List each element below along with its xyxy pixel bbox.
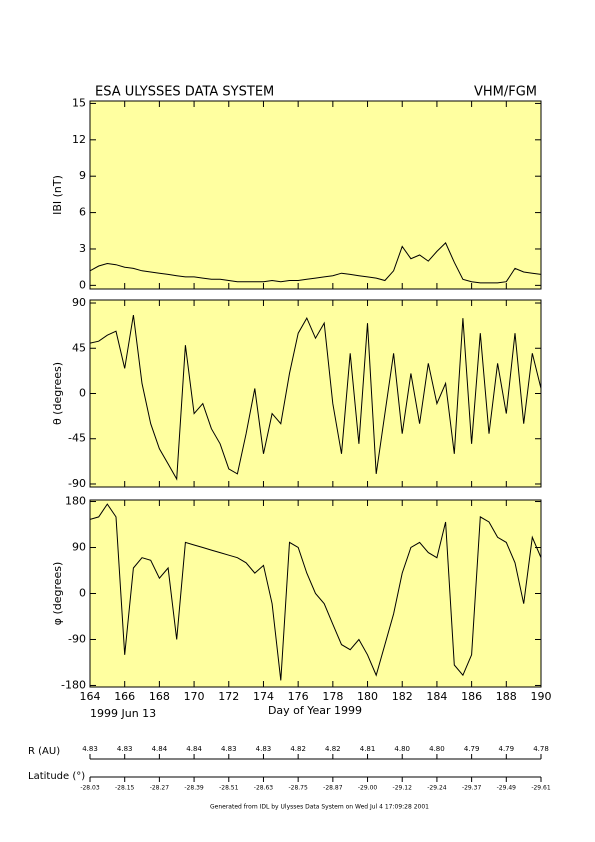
lat-value: -28.63 bbox=[254, 785, 274, 792]
title: ESA ULYSSES DATA SYSTEM bbox=[95, 85, 274, 100]
y-tick-label: 12 bbox=[72, 133, 86, 146]
x-tick-label: 182 bbox=[392, 690, 413, 703]
lat-value: -29.61 bbox=[531, 785, 551, 792]
r-value: 4.82 bbox=[290, 745, 306, 753]
lat-value: -28.27 bbox=[150, 785, 170, 792]
panel-frame bbox=[89, 499, 542, 688]
data-line bbox=[90, 503, 541, 681]
y-tick-label: 3 bbox=[79, 242, 86, 255]
lat-value: -28.51 bbox=[219, 785, 239, 792]
y-tick-label: 45 bbox=[72, 341, 86, 354]
x-tick-label: 164 bbox=[80, 690, 101, 703]
lat-value: -29.00 bbox=[358, 785, 378, 792]
panel-frame bbox=[89, 299, 542, 488]
panel-frame bbox=[89, 100, 542, 290]
x-tick-label: 168 bbox=[149, 690, 170, 703]
latitude-label: Latitude (°) bbox=[28, 771, 85, 782]
r-value: 4.83 bbox=[256, 745, 272, 753]
x-tick-label: 170 bbox=[184, 690, 205, 703]
x-tick-label: 178 bbox=[322, 690, 343, 703]
r-label: R (AU) bbox=[28, 746, 60, 757]
lat-value: -28.39 bbox=[184, 785, 204, 792]
y-tick-label: 90 bbox=[72, 296, 86, 309]
instrument: VHM/FGM bbox=[474, 85, 537, 100]
x-tick-label: 186 bbox=[461, 690, 482, 703]
y-tick-label: 0 bbox=[79, 387, 86, 400]
lat-value: -28.15 bbox=[115, 785, 135, 792]
x-tick-label: 180 bbox=[357, 690, 378, 703]
x-tick-label: 174 bbox=[253, 690, 274, 703]
r-value: 4.82 bbox=[325, 745, 341, 753]
y-axis-label: IBI (nT) bbox=[51, 175, 64, 215]
lat-value: -28.87 bbox=[323, 785, 343, 792]
r-value: 4.84 bbox=[152, 745, 168, 753]
panel-background bbox=[90, 300, 541, 487]
lat-value: -28.03 bbox=[80, 785, 100, 792]
r-value: 4.79 bbox=[464, 745, 480, 753]
r-value: 4.78 bbox=[533, 745, 549, 753]
y-tick-label: 0 bbox=[79, 587, 86, 600]
r-value: 4.80 bbox=[429, 745, 445, 753]
x-tick-label: 184 bbox=[426, 690, 447, 703]
y-tick-label: -90 bbox=[68, 477, 86, 490]
x-axis-label: Day of Year 1999 bbox=[268, 704, 362, 717]
y-axis-label: θ (degrees) bbox=[51, 362, 64, 425]
y-axis-label: φ (degrees) bbox=[51, 562, 64, 626]
x-tick-label: 176 bbox=[288, 690, 309, 703]
data-line bbox=[90, 242, 541, 284]
x-tick-label: 172 bbox=[218, 690, 239, 703]
r-value: 4.79 bbox=[499, 745, 515, 753]
r-value: 4.83 bbox=[117, 745, 133, 753]
x-tick-label: 166 bbox=[114, 690, 135, 703]
y-tick-label: -90 bbox=[68, 632, 86, 645]
lat-value: -29.24 bbox=[427, 785, 447, 792]
y-tick-label: 15 bbox=[72, 96, 86, 109]
y-tick-label: -180 bbox=[61, 678, 86, 691]
y-tick-label: 90 bbox=[72, 541, 86, 554]
y-tick-label: -45 bbox=[68, 432, 86, 445]
r-value: 4.83 bbox=[221, 745, 237, 753]
x-tick-label: 190 bbox=[531, 690, 552, 703]
y-tick-label: 180 bbox=[65, 495, 86, 508]
x-tick-label: 188 bbox=[496, 690, 517, 703]
r-value: 4.83 bbox=[82, 745, 98, 753]
data-line bbox=[90, 315, 541, 481]
r-value: 4.84 bbox=[186, 745, 202, 753]
y-tick-label: 0 bbox=[79, 278, 86, 291]
r-value: 4.80 bbox=[394, 745, 410, 753]
lat-value: -28.75 bbox=[288, 785, 308, 792]
lat-value: -29.49 bbox=[497, 785, 517, 792]
footer: Generated from IDL by Ulysses Data Syste… bbox=[210, 804, 429, 811]
lat-value: -29.37 bbox=[462, 785, 482, 792]
r-value: 4.81 bbox=[360, 745, 376, 753]
lat-value: -29.12 bbox=[393, 785, 413, 792]
start-date: 1999 Jun 13 bbox=[90, 707, 156, 720]
y-tick-label: 6 bbox=[79, 206, 86, 219]
panel-background bbox=[90, 101, 541, 289]
y-tick-label: 9 bbox=[79, 169, 86, 182]
